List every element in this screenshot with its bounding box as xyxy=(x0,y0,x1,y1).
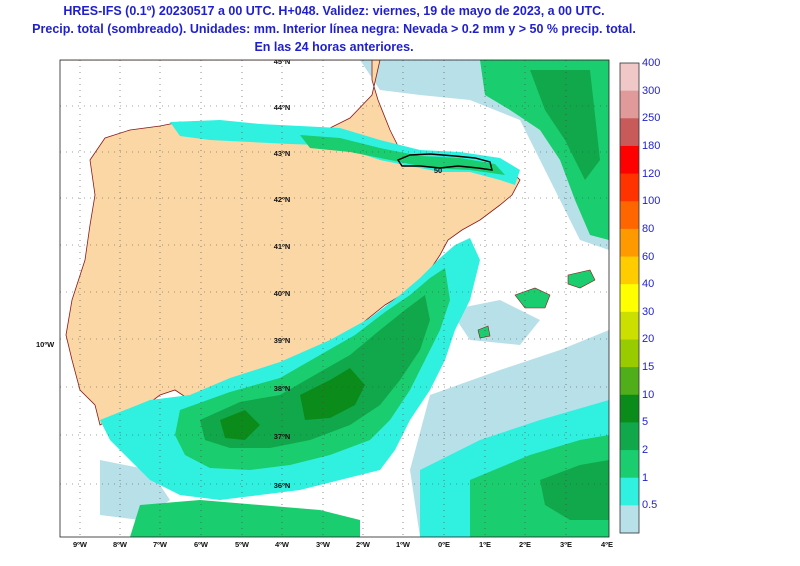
lat-label-39: 39ºN xyxy=(274,336,291,345)
lat-label-45: 45ºN xyxy=(274,57,291,66)
legend-swatch-12 xyxy=(620,394,639,423)
lat-label-37: 37ºN xyxy=(274,432,291,441)
legend-label-9: 30 xyxy=(642,305,655,318)
legend-swatch-0 xyxy=(620,63,639,92)
legend-swatch-8 xyxy=(620,284,639,313)
legend-label-11: 15 xyxy=(642,361,655,374)
legend-swatch-15 xyxy=(620,477,639,506)
legend-swatch-7 xyxy=(620,256,639,285)
lat-labels: 45ºN 44ºN 43ºN 42ºN 41ºN 40ºN 39ºN 38ºN … xyxy=(274,57,291,490)
legend-label-6: 80 xyxy=(642,222,655,235)
side-lon-label: 10ºW xyxy=(36,340,55,349)
balearic-islands xyxy=(477,269,596,339)
legend-label-13: 5 xyxy=(642,416,649,429)
legend-swatch-16 xyxy=(620,505,639,534)
lat-label-42: 42ºN xyxy=(274,195,291,204)
lon-label-2e: 2ºE xyxy=(519,540,531,549)
legend-label-0: 400 xyxy=(642,57,661,69)
legend-swatch-5 xyxy=(620,201,639,230)
legend-label-15: 1 xyxy=(642,471,649,484)
legend-swatch-9 xyxy=(620,311,639,340)
legend-frame xyxy=(619,62,640,534)
legend-swatch-3 xyxy=(620,145,639,175)
map-frame xyxy=(59,59,610,538)
lon-label-6w: 6ºW xyxy=(194,540,209,549)
legend-swatch-4 xyxy=(620,173,639,202)
legend-label-10: 20 xyxy=(642,333,655,346)
lon-label-8w: 8ºW xyxy=(113,540,128,549)
lat-label-44: 44ºN xyxy=(274,103,291,112)
lat-label-38: 38ºN xyxy=(274,384,291,393)
lat-label-36: 36ºN xyxy=(274,481,291,490)
legend-swatch-2 xyxy=(620,118,639,147)
lon-label-9w: 9ºW xyxy=(73,540,88,549)
precip-shading xyxy=(100,60,609,537)
legend-label-1: 300 xyxy=(642,84,661,97)
lon-label-5w: 5ºW xyxy=(235,540,250,549)
legend-swatch-1 xyxy=(620,90,639,119)
lon-label-4e: 4ºE xyxy=(601,540,613,549)
legend-swatch-13 xyxy=(620,422,639,451)
legend-swatch-10 xyxy=(620,339,639,368)
snow-contour xyxy=(396,153,493,171)
lon-label-4w: 4ºW xyxy=(275,540,290,549)
map-title: HRES-IFS (0.1º) 20230517 a 00 UTC. H+048… xyxy=(0,2,668,56)
legend-swatch-6 xyxy=(620,228,639,258)
lon-label-0e: 0ºE xyxy=(438,540,450,549)
legend-swatch-11 xyxy=(620,367,639,396)
map-content: 50 xyxy=(60,57,609,537)
lat-label-43: 43ºN xyxy=(274,149,291,158)
legend-label-12: 10 xyxy=(642,388,655,401)
lon-label-3w: 3ºW xyxy=(316,540,331,549)
legend-swatch-14 xyxy=(620,450,639,479)
legend-colorbar xyxy=(620,63,639,534)
legend-label-4: 120 xyxy=(642,167,661,180)
title-line-3: En las 24 horas anteriores. xyxy=(254,40,414,54)
lat-label-41: 41ºN xyxy=(274,242,291,251)
legend-label-16: 0.5 xyxy=(642,499,658,512)
lon-label-1w: 1ºW xyxy=(396,540,411,549)
legend-label-3: 180 xyxy=(642,139,661,152)
legend-label-2: 250 xyxy=(642,112,661,125)
lon-label-3e: 3ºE xyxy=(560,540,572,549)
lon-label-7w: 7ºW xyxy=(153,540,168,549)
legend-label-5: 100 xyxy=(642,195,661,208)
lat-label-40: 40ºN xyxy=(274,289,291,298)
snow-contour-label: 50 xyxy=(434,166,442,175)
legend-label-14: 2 xyxy=(642,444,649,457)
lon-labels: 9ºW 8ºW 7ºW 6ºW 5ºW 4ºW 3ºW 2ºW 1ºW 0ºE … xyxy=(73,540,613,549)
legend-label-8: 40 xyxy=(642,278,655,291)
title-line-1: HRES-IFS (0.1º) 20230517 a 00 UTC. H+048… xyxy=(63,4,605,18)
title-line-2: Precip. total (sombreado). Unidades: mm.… xyxy=(32,22,636,36)
lon-label-2w: 2ºW xyxy=(356,540,371,549)
lon-label-1e: 1ºE xyxy=(479,540,491,549)
legend-label-7: 60 xyxy=(642,250,655,263)
